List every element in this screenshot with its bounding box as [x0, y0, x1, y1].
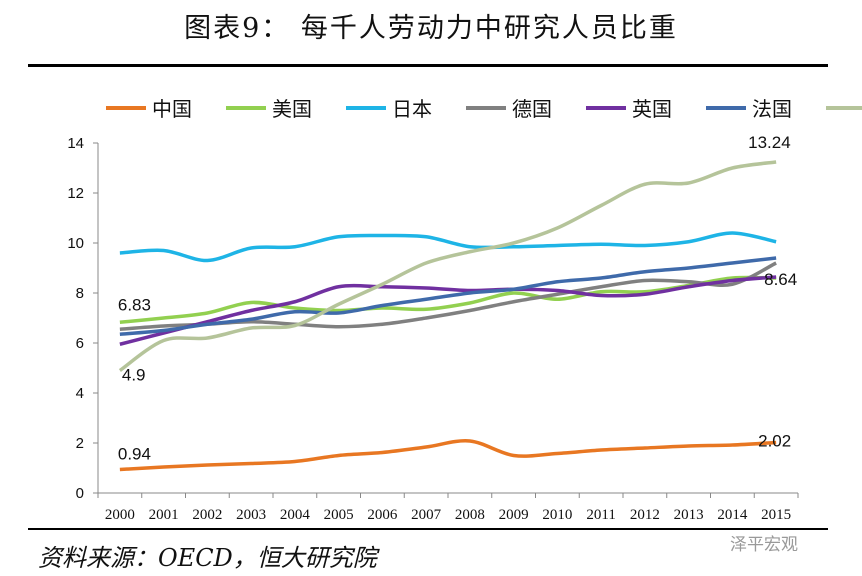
y-tick-label: 0 — [76, 485, 84, 502]
x-tick-label: 2007 — [411, 507, 442, 523]
legend-label: 德国 — [512, 97, 552, 121]
data-label: 13.24 — [748, 133, 791, 152]
x-tick-label: 2005 — [324, 507, 354, 523]
x-tick-label: 2011 — [586, 507, 615, 523]
x-tick-label: 2009 — [499, 507, 529, 523]
y-tick-label: 12 — [67, 185, 84, 202]
bottom-rule — [28, 528, 828, 530]
legend-label: 日本 — [392, 97, 432, 121]
y-tick-label: 4 — [76, 385, 84, 402]
series-line-法国 — [119, 256, 777, 336]
y-tick-label: 14 — [67, 135, 84, 152]
y-tick-label: 8 — [76, 285, 84, 302]
x-tick-label: 2012 — [630, 507, 660, 523]
top-rule — [28, 64, 828, 67]
x-tick-label: 2002 — [192, 507, 222, 523]
x-tick-label: 2003 — [236, 507, 266, 523]
x-tick-label: 2010 — [542, 507, 572, 523]
series-line-韩国 — [118, 160, 777, 372]
series-line-中国 — [119, 439, 777, 472]
series-line-英国 — [119, 275, 777, 346]
y-tick-label: 6 — [76, 335, 84, 352]
legend-label: 英国 — [632, 97, 672, 121]
x-tick-label: 2004 — [280, 507, 311, 523]
data-label: 4.9 — [122, 366, 146, 385]
x-tick-label: 2000 — [105, 507, 135, 523]
legend-label: 法国 — [752, 97, 792, 121]
data-label: 0.94 — [118, 445, 151, 464]
data-label: 2.02 — [758, 432, 791, 451]
y-tick-label: 10 — [67, 235, 84, 252]
watermark: 泽平宏观 — [730, 535, 798, 555]
legend-label: 美国 — [272, 97, 312, 121]
x-tick-label: 2013 — [674, 507, 704, 523]
x-tick-label: 2001 — [149, 507, 179, 523]
x-tick-label: 2014 — [717, 507, 748, 523]
x-tick-label: 2015 — [761, 507, 791, 523]
x-tick-label: 2008 — [455, 507, 485, 523]
data-label: 6.83 — [118, 295, 151, 314]
chart-title: 图表9： 每千人劳动力中研究人员比重 — [184, 13, 678, 44]
x-tick-label: 2006 — [367, 507, 398, 523]
data-label: 8.64 — [764, 270, 797, 289]
legend-label: 中国 — [152, 97, 192, 121]
y-tick-label: 2 — [76, 435, 84, 452]
series-line-日本 — [119, 231, 777, 263]
source-note: 资料来源：OECD，恒大研究院 — [38, 544, 377, 572]
